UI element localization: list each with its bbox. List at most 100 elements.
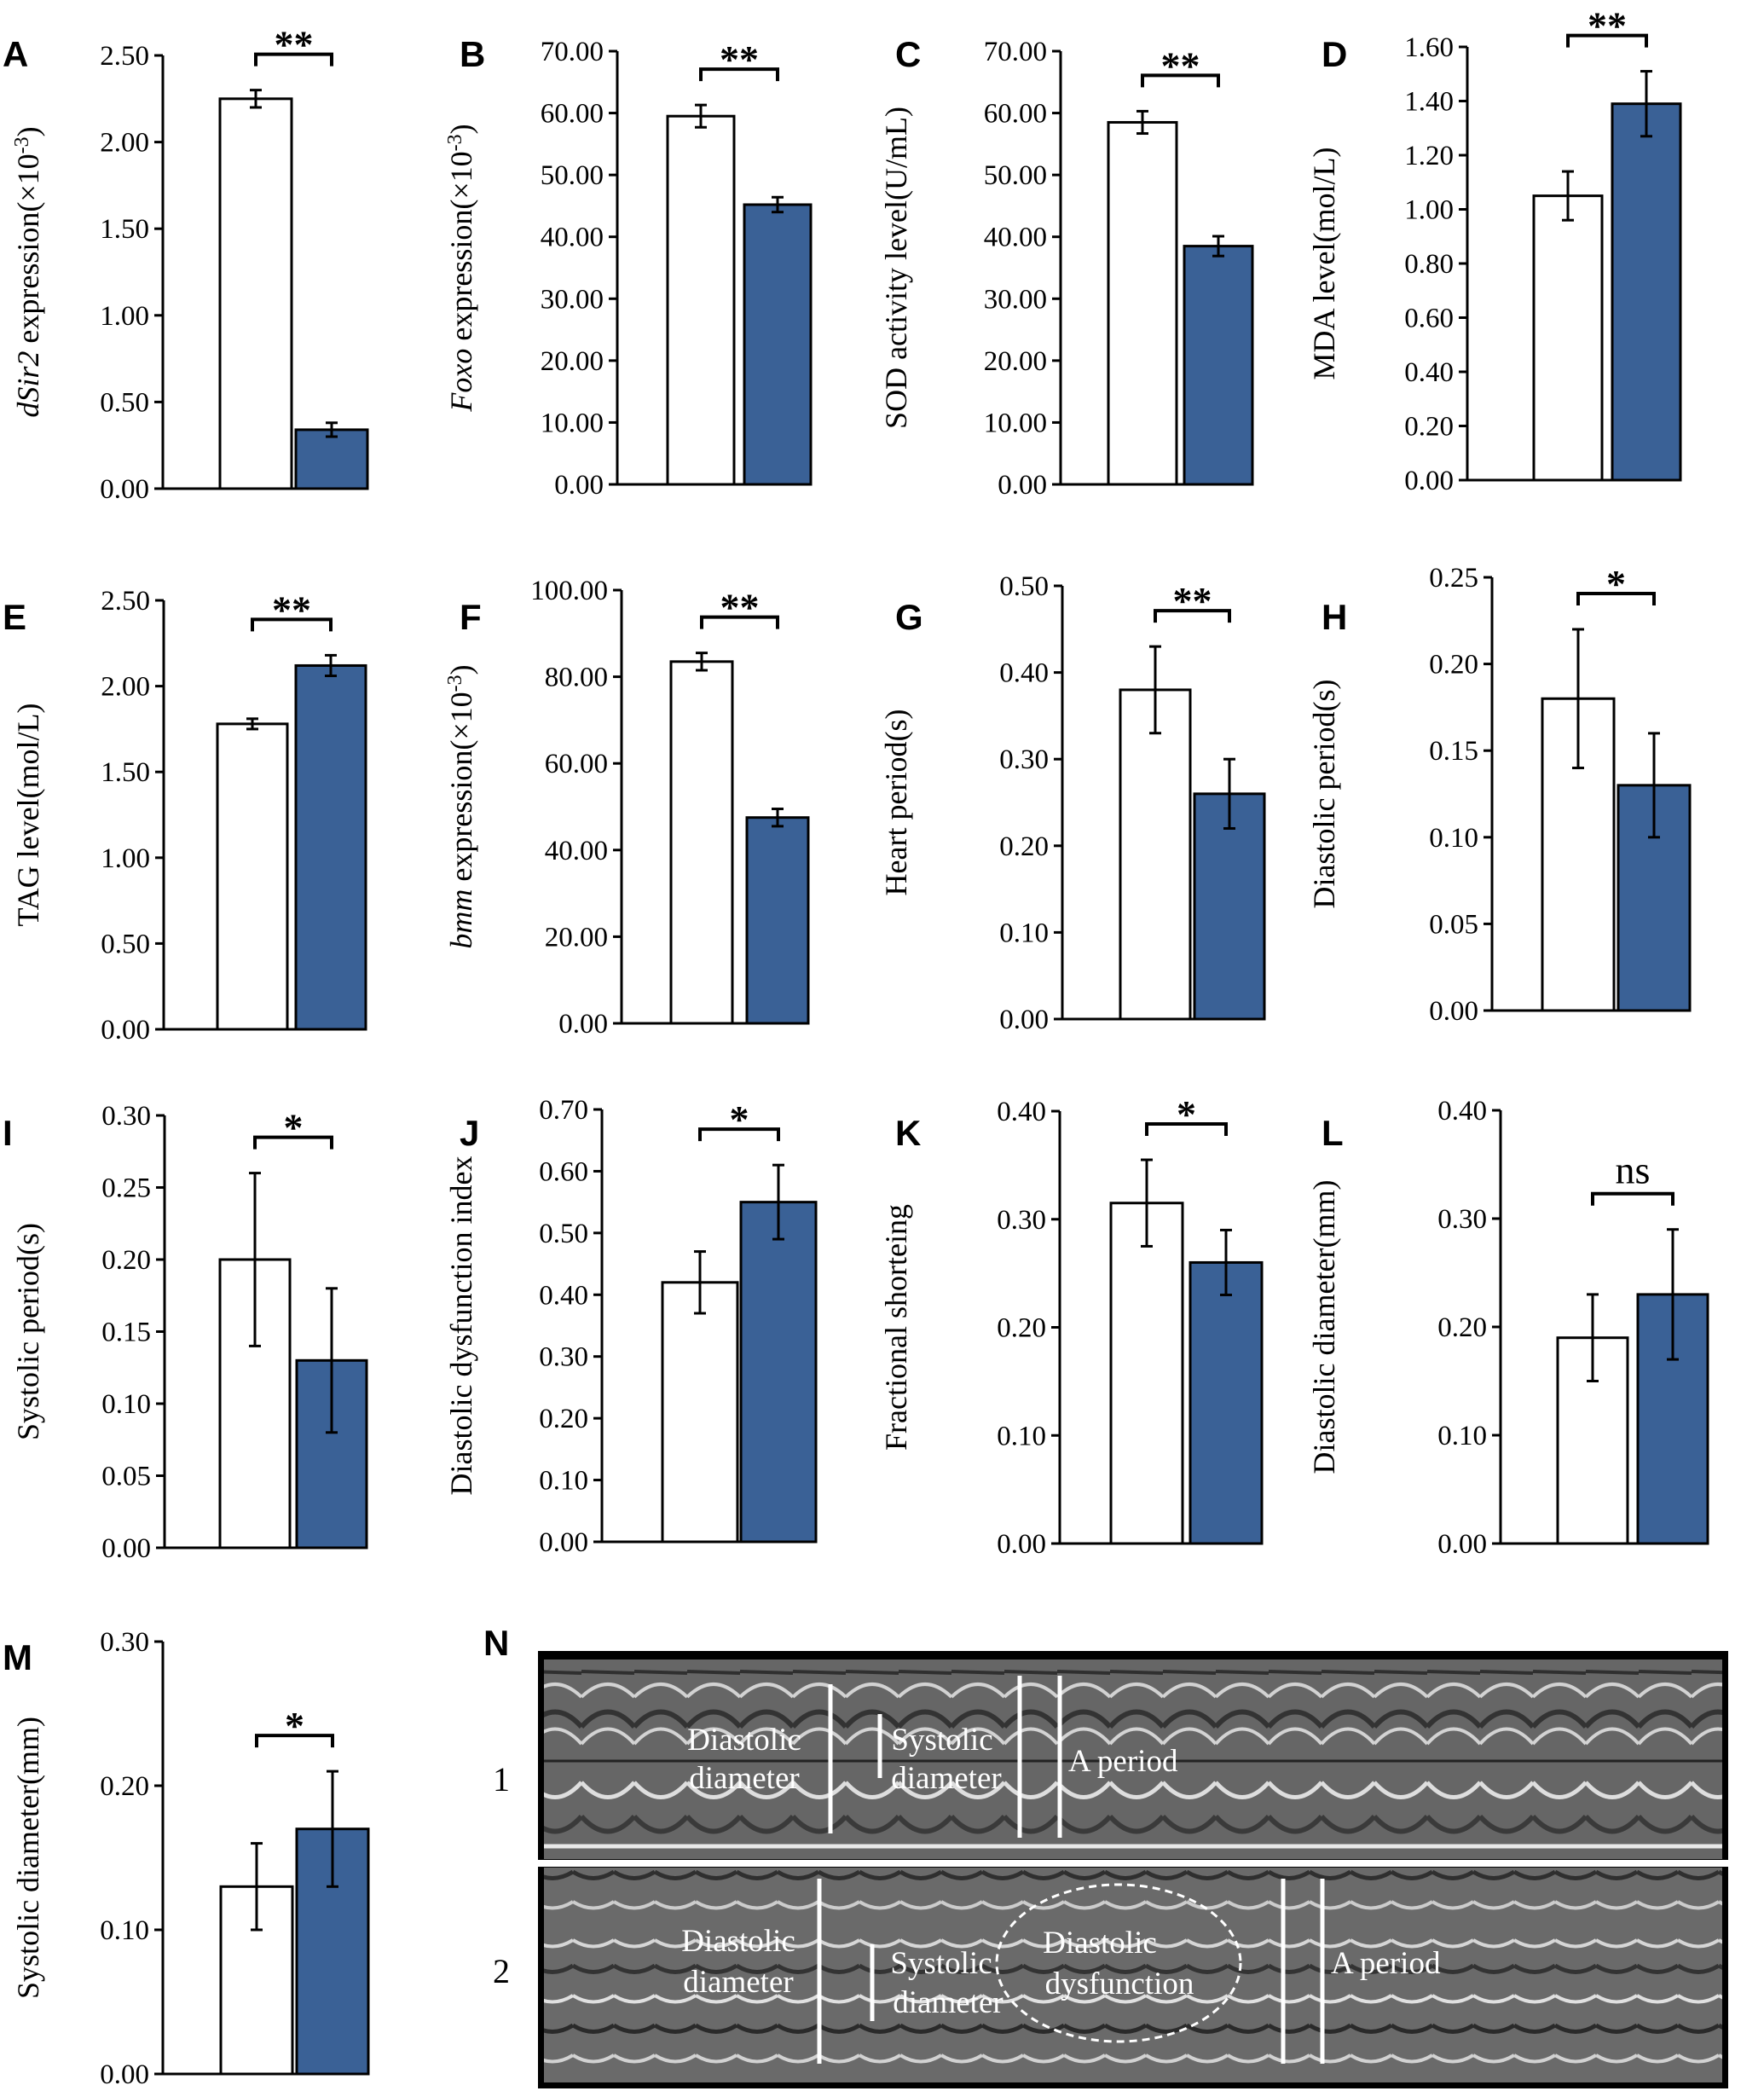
y-tick-label-l: 0.40 <box>1437 1096 1487 1127</box>
control-bar-h <box>1541 697 1616 1012</box>
significance-label-d: ** <box>1588 4 1627 48</box>
treatment-bar-b <box>743 203 813 486</box>
significance-label-k: * <box>1177 1092 1196 1136</box>
y-axis-label-f: bmm expression(×10-3) <box>444 664 478 948</box>
y-tick-label-m: 0.20 <box>100 1771 149 1802</box>
y-tick-label-c: 50.00 <box>984 160 1047 191</box>
significance-bracket-k <box>1145 1122 1228 1137</box>
y-tick-label-f: 20.00 <box>545 922 608 953</box>
significance-label-a: ** <box>275 23 314 67</box>
y-tick-label-l: 0.10 <box>1437 1421 1487 1451</box>
y-tick-label-k: 0.00 <box>997 1529 1046 1560</box>
y-axis-label-j: Diastolic dysfunction index <box>444 1156 478 1496</box>
y-tick-label-g: 0.00 <box>999 1005 1049 1035</box>
significance-label-e: ** <box>272 588 311 631</box>
treatment-bar-g <box>1193 792 1266 1021</box>
panel-label-j: J <box>460 1113 479 1153</box>
chart-panel-i: I 0.00 0.05 0.10 0.15 0.20 0.25 0.30 Systolic pe… <box>3 1101 368 1564</box>
panel-label-l: L <box>1322 1113 1344 1153</box>
y-tick-label-f: 100.00 <box>530 576 608 606</box>
control-bar-b <box>666 114 736 486</box>
panel-label-i: I <box>3 1113 13 1153</box>
y-tick-label-g: 0.40 <box>999 658 1049 689</box>
systolic-diameter-label-1a: Systolic <box>891 1723 992 1758</box>
chart-panel-j: J 0.00 0.10 0.20 0.30 0.40 0.50 0.60 0.70 Diastol… <box>444 1095 818 1558</box>
a-period-label-2: A period <box>1331 1946 1441 1981</box>
panel-label-k: K <box>895 1113 921 1153</box>
chart-panel-m: M 0.00 0.10 0.20 0.30 Systolic diameter(mm) * <box>3 1627 370 2090</box>
kymograph-row-label-1: 1 <box>493 1760 510 1798</box>
y-tick-label-f: 0.00 <box>558 1009 608 1040</box>
y-tick-label-h: 0.10 <box>1429 823 1478 854</box>
y-tick-label-a: 1.50 <box>100 214 149 245</box>
y-tick-label-m: 0.10 <box>100 1915 149 1946</box>
y-tick-label-g: 0.10 <box>999 918 1049 948</box>
y-tick-label-k: 0.30 <box>997 1205 1046 1236</box>
significance-bracket-a <box>254 52 333 67</box>
y-tick-label-b: 30.00 <box>541 284 604 315</box>
y-tick-label-e: 2.00 <box>101 672 150 703</box>
y-tick-label-b: 0.00 <box>554 470 604 501</box>
y-axis-label-l: Diastolic diameter(mm) <box>1307 1180 1341 1474</box>
y-tick-label-k: 0.20 <box>997 1313 1046 1344</box>
y-tick-label-l: 0.30 <box>1437 1204 1487 1235</box>
significance-label-g: ** <box>1173 579 1212 623</box>
y-tick-label-e: 1.00 <box>101 843 150 874</box>
treatment-bar-j <box>739 1201 818 1544</box>
y-tick-label-d: 0.60 <box>1404 304 1454 334</box>
diastolic-diameter-label-1a: Diastolic <box>687 1723 801 1758</box>
y-tick-label-g: 0.30 <box>999 744 1049 775</box>
y-tick-label-j: 0.40 <box>539 1280 588 1311</box>
y-tick-label-c: 30.00 <box>984 284 1047 315</box>
panel-label-g: G <box>895 597 923 637</box>
a-period-label-1: A period <box>1068 1744 1178 1779</box>
significance-bracket-f <box>700 615 779 629</box>
panel-label-c: C <box>895 34 921 74</box>
y-tick-label-i: 0.15 <box>101 1318 151 1348</box>
y-axis-label-m: Systolic diameter(mm) <box>11 1717 45 1999</box>
control-bar-k <box>1109 1202 1184 1545</box>
y-tick-label-d: 1.60 <box>1404 32 1454 63</box>
y-tick-label-j: 0.70 <box>539 1095 588 1126</box>
y-tick-label-a: 1.00 <box>100 301 149 332</box>
treatment-bar-c <box>1183 245 1254 486</box>
chart-panel-e: E 0.00 0.50 1.00 1.50 2.00 2.50 TAG level(mol/L… <box>3 586 367 1046</box>
diastolic-diameter-label-1b: diameter <box>689 1761 799 1796</box>
y-axis-label-h: Diastolic period(s) <box>1307 680 1341 909</box>
y-tick-label-j: 0.50 <box>539 1219 588 1249</box>
y-tick-label-i: 0.20 <box>101 1245 151 1276</box>
significance-label-j: * <box>730 1098 749 1141</box>
diastolic-diameter-label-2b: diameter <box>683 1965 793 2000</box>
control-bar-e <box>216 722 289 1031</box>
systolic-diameter-label-1b: diameter <box>891 1761 1001 1796</box>
kymograph-panel: N 1 2 Diastolic diameter Systolic diamet… <box>483 1623 1728 2088</box>
panel-label-d: D <box>1322 34 1347 74</box>
treatment-bar-k <box>1189 1260 1264 1545</box>
y-tick-label-k: 0.40 <box>997 1097 1046 1127</box>
y-tick-label-d: 0.00 <box>1404 466 1454 496</box>
y-tick-label-b: 10.00 <box>541 408 604 438</box>
chart-panel-f: F 0.00 20.00 40.00 60.00 80.00 100.00 bmm expre… <box>444 576 810 1040</box>
y-tick-label-g: 0.50 <box>999 571 1049 602</box>
kymograph-row-label-2: 2 <box>493 1952 510 1990</box>
y-tick-label-c: 60.00 <box>984 99 1047 130</box>
panel-label-a: A <box>3 34 28 74</box>
chart-panel-l: L 0.00 0.10 0.20 0.30 0.40 Diastolic diameter(… <box>1307 1096 1709 1560</box>
y-tick-label-d: 1.40 <box>1404 87 1454 118</box>
y-tick-label-i: 0.05 <box>101 1462 151 1492</box>
control-bar-f <box>669 660 734 1025</box>
chart-panel-h: H 0.00 0.05 0.10 0.15 0.20 0.25 Diastolic perio… <box>1307 562 1692 1027</box>
bar-charts: A 0.00 0.50 1.00 1.50 2.00 2.50 dSir2 expressio… <box>3 4 1709 2090</box>
kymograph-image-2 <box>544 1868 1722 2082</box>
chart-panel-g: G 0.00 0.10 0.20 0.30 0.40 0.50 Heart period(s)… <box>879 571 1266 1035</box>
chart-panel-c: C 0.00 10.00 20.00 30.00 40.00 50.00 60.00 70.00… <box>879 34 1254 501</box>
y-tick-label-b: 50.00 <box>541 160 604 191</box>
significance-bracket-d <box>1566 33 1648 48</box>
y-tick-label-b: 40.00 <box>541 223 604 253</box>
significance-label-b: ** <box>720 38 759 81</box>
y-tick-label-c: 20.00 <box>984 346 1047 377</box>
y-axis-label-k: Fractional shorteing <box>879 1204 913 1451</box>
y-tick-label-c: 10.00 <box>984 408 1047 438</box>
panel-label-b: B <box>460 34 485 74</box>
